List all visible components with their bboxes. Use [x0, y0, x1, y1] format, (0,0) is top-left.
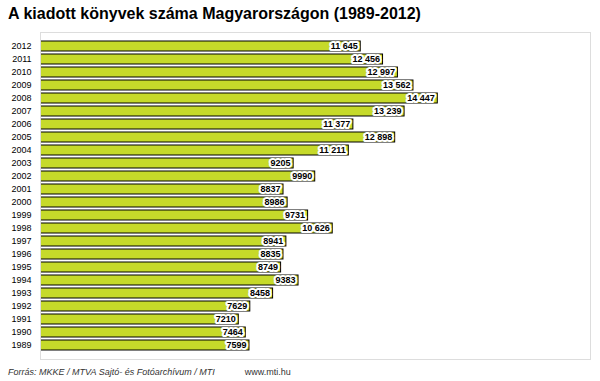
svg-text:8835: 8835: [260, 249, 280, 259]
svg-text:1992: 1992: [11, 301, 31, 311]
svg-text:13 562: 13 562: [383, 80, 411, 90]
svg-text:1993: 1993: [11, 288, 31, 298]
svg-text:2004: 2004: [11, 145, 31, 155]
svg-text:7599: 7599: [226, 340, 246, 350]
svg-text:1997: 1997: [11, 236, 31, 246]
svg-text:9205: 9205: [271, 158, 291, 168]
svg-text:2001: 2001: [11, 184, 31, 194]
svg-text:12 456: 12 456: [353, 54, 381, 64]
svg-text:9990: 9990: [292, 171, 312, 181]
svg-text:2005: 2005: [11, 132, 31, 142]
svg-text:14 447: 14 447: [407, 93, 435, 103]
svg-text:1994: 1994: [11, 275, 31, 285]
svg-text:1991: 1991: [11, 314, 31, 324]
svg-text:8941: 8941: [263, 236, 283, 246]
svg-text:1999: 1999: [11, 210, 31, 220]
svg-text:2003: 2003: [11, 158, 31, 168]
svg-text:2008: 2008: [11, 93, 31, 103]
svg-text:2006: 2006: [11, 119, 31, 129]
svg-text:1995: 1995: [11, 262, 31, 272]
svg-text:8837: 8837: [260, 184, 280, 194]
svg-text:8749: 8749: [258, 262, 278, 272]
svg-text:8458: 8458: [250, 288, 270, 298]
svg-text:9383: 9383: [276, 275, 296, 285]
svg-text:2010: 2010: [11, 67, 31, 77]
svg-text:11 377: 11 377: [323, 119, 350, 129]
svg-text:2002: 2002: [11, 171, 31, 181]
svg-text:1989: 1989: [11, 340, 31, 350]
svg-text:9731: 9731: [285, 210, 305, 220]
html-text:www.mti.hu: www.mti.hu: [244, 367, 291, 377]
svg-text:12 898: 12 898: [365, 132, 393, 142]
svg-text:2007: 2007: [11, 106, 31, 116]
svg-text:13 239: 13 239: [374, 106, 402, 116]
svg-text:2000: 2000: [11, 197, 31, 207]
html-text:A kiadott könyvek száma Magyar: A kiadott könyvek száma Magyarországon (…: [8, 5, 421, 22]
svg-text:7210: 7210: [216, 314, 236, 324]
svg-text:7629: 7629: [227, 301, 247, 311]
svg-text:10 626: 10 626: [302, 223, 330, 233]
svg-text:1998: 1998: [11, 223, 31, 233]
svg-text:11 211: 11 211: [319, 145, 346, 155]
svg-text:12 997: 12 997: [367, 67, 395, 77]
svg-text:2011: 2011: [12, 54, 31, 64]
svg-text:8986: 8986: [265, 197, 285, 207]
html-text:Forrás: MKKE / MTVA Sajtó- és: Forrás: MKKE / MTVA Sajtó- és Fotóarchív…: [8, 367, 215, 377]
svg-text:11 645: 11 645: [331, 41, 358, 51]
svg-text:1996: 1996: [11, 249, 31, 259]
svg-text:7464: 7464: [223, 327, 243, 337]
svg-text:2012: 2012: [11, 41, 31, 51]
svg-text:2009: 2009: [11, 80, 31, 90]
svg-text:1990: 1990: [11, 327, 31, 337]
